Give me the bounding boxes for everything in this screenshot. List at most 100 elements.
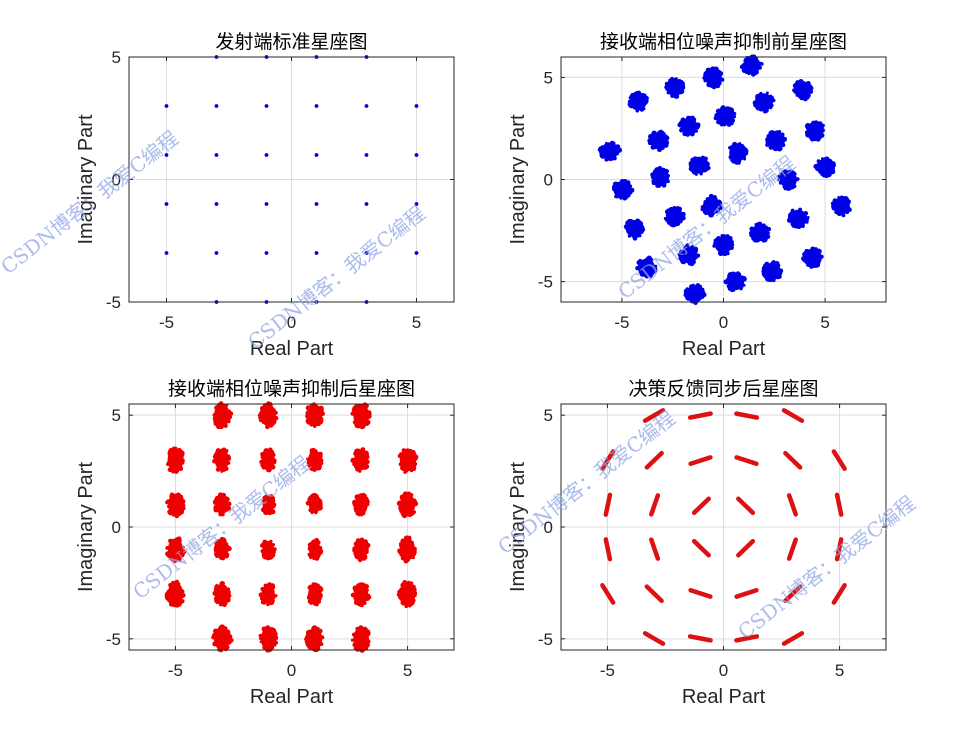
- cluster-sample: [767, 277, 772, 282]
- cluster-sample: [677, 206, 681, 210]
- cluster-sample: [716, 199, 722, 205]
- cluster-sample: [398, 595, 403, 600]
- cluster-sample: [672, 77, 678, 83]
- constellation-cluster: [627, 90, 649, 113]
- cluster-sample: [352, 593, 357, 598]
- x-tick-label: 0: [719, 313, 728, 332]
- constellation-point: [164, 251, 169, 255]
- cluster-sample: [411, 457, 417, 463]
- cluster-sample: [653, 169, 657, 173]
- cluster-sample: [764, 275, 767, 279]
- cluster-sample: [225, 644, 230, 650]
- cluster-sample: [679, 90, 683, 95]
- cluster-sample: [665, 173, 670, 178]
- cluster-sample: [782, 137, 787, 142]
- cluster-sample: [212, 633, 217, 638]
- cluster-sample: [362, 402, 368, 408]
- cluster-sample: [706, 162, 710, 166]
- constellation-arc: [644, 450, 664, 470]
- cluster-sample: [269, 539, 273, 544]
- cluster-sample: [657, 166, 663, 173]
- cluster-sample: [226, 593, 232, 599]
- cluster-sample: [306, 630, 310, 635]
- cluster-sample: [262, 539, 268, 545]
- cluster-sample: [181, 545, 185, 549]
- cluster-sample: [682, 131, 688, 137]
- cluster-sample: [694, 255, 698, 260]
- y-tick-label: -5: [106, 293, 121, 312]
- constellation-cluster: [752, 91, 776, 114]
- cluster-sample: [261, 463, 267, 469]
- cluster-sample: [772, 276, 777, 281]
- y-tick-label: 0: [112, 171, 121, 190]
- constellation-point: [214, 153, 219, 157]
- cluster-sample: [704, 159, 708, 164]
- cluster-sample: [224, 423, 228, 428]
- cluster-sample: [638, 92, 642, 96]
- cluster-sample: [728, 237, 733, 243]
- cluster-sample: [810, 246, 815, 252]
- cluster-sample: [274, 641, 279, 645]
- cluster-sample: [258, 633, 263, 638]
- constellation-cluster: [164, 579, 186, 608]
- constellation-cluster: [647, 129, 670, 152]
- cluster-sample: [808, 134, 813, 139]
- constellation-point: [214, 202, 219, 206]
- cluster-sample: [716, 205, 720, 209]
- cluster-body: [307, 404, 323, 427]
- cluster-sample: [261, 626, 267, 632]
- cluster-sample: [226, 546, 232, 552]
- cluster-sample: [778, 177, 782, 181]
- cluster-sample: [655, 183, 660, 188]
- cluster-body: [704, 68, 722, 86]
- cluster-sample: [831, 166, 835, 170]
- cluster-sample: [365, 542, 371, 548]
- cluster-sample: [695, 124, 700, 129]
- cluster-sample: [180, 553, 184, 557]
- constellation-cluster: [663, 205, 686, 228]
- constellation-arc: [831, 449, 847, 471]
- cluster-sample: [821, 123, 825, 128]
- cluster-sample: [360, 582, 365, 587]
- cluster-sample: [218, 492, 224, 498]
- cluster-sample: [811, 120, 816, 125]
- cluster-sample: [761, 272, 765, 276]
- cluster-sample: [708, 82, 714, 88]
- cluster-sample: [266, 511, 270, 515]
- cluster-sample: [809, 84, 813, 89]
- cluster-sample: [361, 510, 366, 516]
- constellation-point: [414, 202, 419, 206]
- constellation-cluster: [307, 537, 324, 561]
- cluster-sample: [604, 156, 609, 161]
- cluster-sample: [268, 601, 273, 606]
- cluster-body: [601, 142, 619, 160]
- constellation-point: [364, 104, 369, 108]
- constellation-arc: [781, 408, 805, 423]
- cluster-sample: [614, 194, 618, 199]
- constellation-cluster: [352, 492, 370, 517]
- constellation-arc: [786, 493, 798, 517]
- constellation-cluster: [723, 271, 747, 292]
- cluster-sample: [218, 512, 223, 517]
- cluster-sample: [273, 410, 278, 415]
- cluster-sample: [179, 500, 185, 506]
- constellation-cluster: [350, 625, 371, 653]
- constellation-point: [214, 104, 219, 108]
- cluster-sample: [611, 141, 615, 146]
- cluster-sample: [758, 107, 763, 112]
- cluster-sample: [728, 120, 734, 126]
- cluster-sample: [179, 449, 184, 454]
- cluster-sample: [717, 69, 721, 74]
- cluster-sample: [712, 197, 718, 202]
- cluster-sample: [180, 599, 184, 603]
- cluster-sample: [269, 647, 273, 652]
- cluster-sample: [314, 510, 318, 515]
- constellation-cluster: [258, 625, 279, 653]
- cluster-sample: [615, 152, 619, 156]
- cluster-sample: [269, 464, 275, 470]
- cluster-sample: [679, 129, 683, 133]
- cluster-sample: [411, 584, 416, 590]
- cluster-sample: [167, 550, 171, 555]
- cluster-sample: [803, 96, 808, 102]
- cluster-sample: [665, 86, 670, 92]
